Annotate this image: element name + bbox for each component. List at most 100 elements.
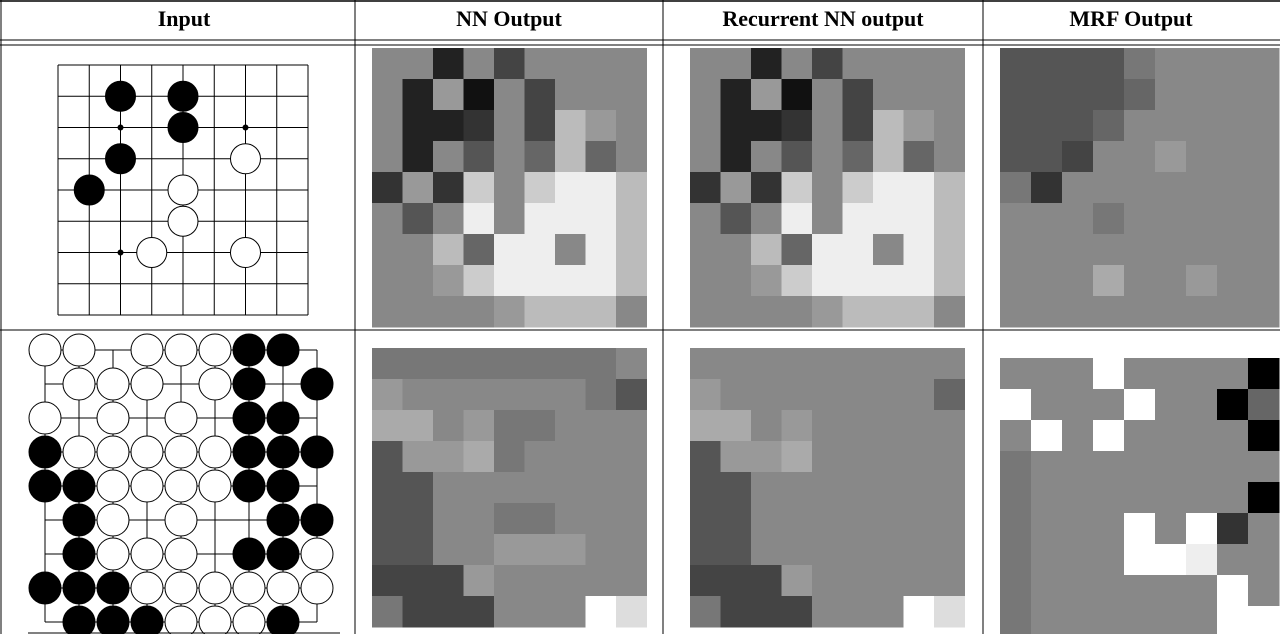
heatmap-cell: [751, 48, 782, 80]
heatmap-cell: [1217, 606, 1249, 634]
heatmap-cell: [1000, 110, 1032, 142]
heatmap-cell: [1155, 265, 1187, 297]
white-stone: [165, 606, 197, 634]
heatmap-cell: [812, 48, 843, 80]
heatmap-cell: [812, 110, 843, 142]
heatmap-cell: [494, 565, 525, 597]
heatmap-cell: [616, 503, 647, 535]
heatmap-cell: [555, 203, 586, 235]
heatmap-cell: [1217, 48, 1249, 80]
heatmap-cell: [433, 472, 464, 504]
heatmap-cell: [1062, 451, 1094, 483]
heatmap-cell: [1093, 141, 1125, 173]
heatmap-cell: [586, 348, 617, 380]
heatmap-cell: [934, 441, 965, 473]
black-stone: [267, 606, 299, 634]
heatmap-cell: [812, 141, 843, 173]
heatmap-cell: [372, 79, 403, 111]
heatmap-cell: [934, 203, 965, 235]
heatmap-cell: [1124, 482, 1156, 514]
heatmap-cell: [1155, 482, 1187, 514]
heatmap-cell: [1000, 79, 1032, 111]
heatmap-cell: [525, 141, 556, 173]
white-stone: [165, 538, 197, 570]
heatmap-cell: [690, 379, 721, 411]
heatmap-cell: [934, 172, 965, 204]
heatmap-cell: [403, 596, 434, 628]
heatmap-cell: [372, 234, 403, 266]
heatmap-cell: [372, 203, 403, 235]
heatmap-cell: [464, 472, 495, 504]
heatmap-cell: [372, 296, 403, 328]
heatmap-cell: [616, 534, 647, 566]
white-stone: [63, 436, 95, 468]
heatmap-cell: [904, 348, 935, 380]
heatmap-cell: [555, 265, 586, 297]
heatmap-cell: [494, 79, 525, 111]
heatmap-cell: [372, 265, 403, 297]
heatmap-cell: [1186, 141, 1218, 173]
heatmap-cell: [464, 48, 495, 80]
heatmap-cell: [690, 410, 721, 442]
heatmap-cell: [464, 79, 495, 111]
heatmap-cell: [464, 110, 495, 142]
white-stone: [97, 470, 129, 502]
heatmap-cell: [782, 48, 813, 80]
heatmap-cell: [751, 441, 782, 473]
heatmap-cell: [433, 265, 464, 297]
black-stone: [233, 334, 265, 366]
heatmap-cell: [1000, 358, 1032, 390]
heatmap-cell: [372, 379, 403, 411]
heatmap-cell: [1186, 265, 1218, 297]
heatmap-cell: [464, 534, 495, 566]
heatmap-cell: [555, 565, 586, 597]
heatmap-cell: [1217, 79, 1249, 111]
heatmap-cell: [616, 265, 647, 297]
heatmap-cell: [586, 296, 617, 328]
black-stone: [267, 470, 299, 502]
heatmap-cell: [464, 441, 495, 473]
heatmap-cell: [873, 79, 904, 111]
heatmap-cell: [555, 503, 586, 535]
black-stone: [63, 572, 95, 604]
heatmap-cell: [494, 296, 525, 328]
heatmap-cell: [433, 410, 464, 442]
white-stone: [168, 175, 198, 205]
heatmap-cell: [403, 203, 434, 235]
heatmap-cell: [403, 472, 434, 504]
heatmap-cell: [1124, 575, 1156, 607]
heatmap-cell: [1248, 544, 1280, 576]
heatmap-cell: [1031, 544, 1063, 576]
heatmap-cell: [555, 441, 586, 473]
white-stone: [165, 504, 197, 536]
black-stone: [74, 175, 104, 205]
heatmap-cell: [1248, 79, 1280, 111]
heatmap-cell: [721, 534, 752, 566]
heatmap-cell: [1000, 420, 1032, 452]
heatmap-cell: [1217, 203, 1249, 235]
black-stone: [29, 436, 61, 468]
white-stone: [29, 402, 61, 434]
heatmap-cell: [586, 110, 617, 142]
heatmap-cell: [934, 141, 965, 173]
heatmap-cell: [843, 48, 874, 80]
white-stone: [165, 334, 197, 366]
heatmap-cell: [1062, 141, 1094, 173]
heatmap-cell: [433, 79, 464, 111]
heatmap-cell: [1000, 296, 1032, 328]
heatmap-cell: [403, 234, 434, 266]
white-stone: [137, 238, 167, 268]
white-stone: [63, 368, 95, 400]
heatmap-cell: [1248, 575, 1280, 607]
heatmap-cell: [1000, 513, 1032, 545]
heatmap-cell: [904, 172, 935, 204]
heatmap-cell: [782, 410, 813, 442]
heatmap-cell: [1155, 203, 1187, 235]
heatmap-cell: [372, 48, 403, 80]
heatmap-cell: [403, 141, 434, 173]
heatmap-cell: [721, 172, 752, 204]
heatmap-cell: [904, 234, 935, 266]
heatmap-cell: [782, 110, 813, 142]
heatmap-cell: [586, 410, 617, 442]
heatmap-cell: [843, 348, 874, 380]
